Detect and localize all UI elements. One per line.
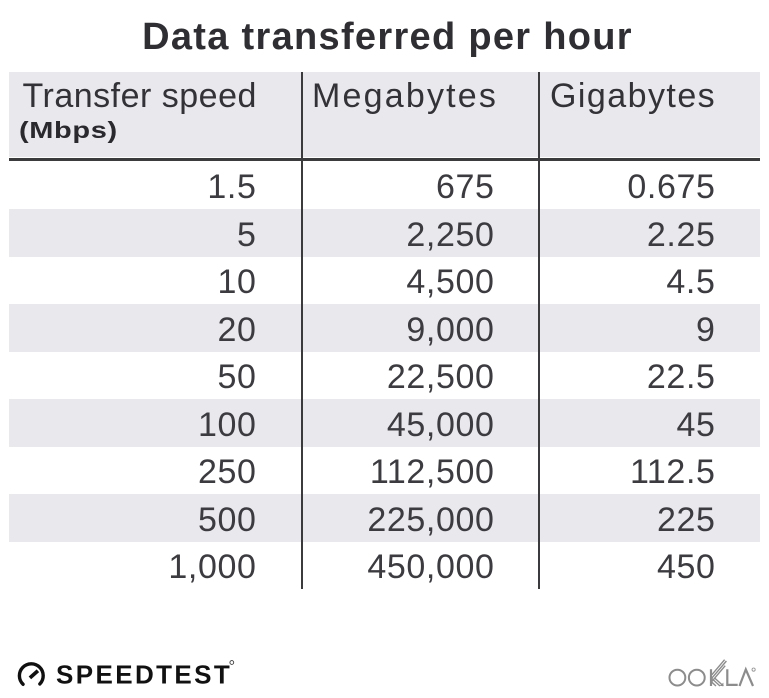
svg-text:SPEEDTEST: SPEEDTEST [56, 660, 232, 690]
